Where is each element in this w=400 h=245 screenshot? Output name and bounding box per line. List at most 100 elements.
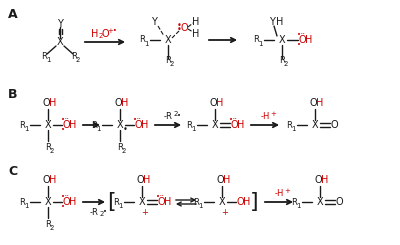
Text: -R: -R (90, 208, 98, 217)
Text: O: O (330, 120, 338, 130)
Text: 2: 2 (99, 33, 103, 39)
Text: X: X (212, 120, 218, 130)
Text: +: + (142, 208, 148, 217)
Text: H: H (141, 120, 149, 130)
Text: 2: 2 (100, 211, 104, 217)
Text: -H: -H (274, 188, 284, 197)
Text: O: O (216, 175, 224, 185)
Text: Ö: Ö (62, 120, 70, 130)
Text: O: O (314, 175, 322, 185)
Text: H: H (143, 175, 151, 185)
Text: Y: Y (57, 19, 63, 29)
Text: R: R (45, 220, 51, 229)
Text: +: + (270, 111, 276, 117)
Text: X: X (279, 35, 285, 45)
Text: H: H (237, 120, 245, 130)
Text: Ö: Ö (134, 120, 142, 130)
Text: •: • (103, 209, 107, 215)
Text: X: X (219, 197, 225, 207)
Text: R: R (165, 56, 171, 64)
Text: R: R (41, 51, 47, 61)
Text: H: H (69, 120, 77, 130)
Text: O: O (236, 197, 244, 207)
Text: +•: +• (107, 28, 117, 34)
Text: O: O (335, 197, 343, 207)
Text: ]: ] (250, 192, 258, 212)
Text: X: X (165, 35, 171, 45)
Text: Y: Y (151, 17, 157, 27)
Text: •: • (176, 22, 182, 30)
Text: H: H (69, 197, 77, 207)
Text: H: H (243, 197, 251, 207)
Text: [: [ (107, 192, 115, 212)
Text: R: R (19, 121, 25, 130)
Text: Y: Y (269, 17, 275, 27)
Text: 1: 1 (258, 41, 262, 47)
Text: H: H (223, 175, 231, 185)
Text: X: X (45, 197, 51, 207)
Text: O: O (101, 29, 109, 39)
Text: O: O (180, 23, 188, 33)
Text: H: H (192, 17, 200, 27)
Text: •: • (61, 117, 65, 123)
Text: X: X (57, 37, 63, 47)
Text: •: • (61, 204, 65, 210)
Text: •: • (177, 113, 181, 119)
Text: B: B (8, 88, 18, 101)
Text: •: • (176, 25, 182, 35)
Text: O: O (309, 98, 317, 108)
Text: R: R (186, 121, 192, 130)
Text: H: H (49, 175, 57, 185)
Text: O: O (136, 175, 144, 185)
Text: •: • (297, 42, 301, 48)
Text: X: X (317, 197, 323, 207)
Text: •: • (156, 194, 160, 200)
Text: R: R (19, 197, 25, 207)
Text: 1: 1 (46, 57, 50, 63)
Text: H: H (192, 29, 200, 39)
Text: R: R (117, 143, 123, 151)
Text: Ö: Ö (157, 197, 165, 207)
Text: 2: 2 (50, 225, 54, 231)
Text: •: • (133, 117, 137, 123)
Text: O: O (209, 98, 217, 108)
Text: X: X (312, 120, 318, 130)
Text: R: R (45, 143, 51, 151)
Text: H: H (321, 175, 329, 185)
Text: +: + (222, 208, 228, 217)
Text: R: R (279, 56, 285, 64)
Text: 1: 1 (96, 126, 100, 132)
Text: X: X (139, 197, 145, 207)
Text: R: R (193, 197, 199, 207)
Text: X: X (117, 120, 123, 130)
Text: O: O (42, 98, 50, 108)
Text: 1: 1 (198, 203, 202, 209)
Text: R: R (286, 121, 292, 130)
Text: 2: 2 (284, 61, 288, 67)
Text: 1: 1 (24, 126, 28, 132)
Text: R: R (71, 51, 77, 61)
Text: H: H (276, 17, 284, 27)
Text: H: H (305, 35, 313, 45)
Text: 2: 2 (174, 111, 178, 117)
Text: H: H (316, 98, 324, 108)
Text: -H: -H (260, 111, 270, 121)
Text: 1: 1 (291, 126, 295, 132)
Text: O: O (114, 98, 122, 108)
Text: R: R (113, 197, 119, 207)
Text: 2: 2 (50, 148, 54, 154)
Text: •: • (297, 32, 301, 38)
Text: R: R (253, 36, 259, 45)
Text: X: X (45, 120, 51, 130)
Text: 1: 1 (24, 203, 28, 209)
Text: 1: 1 (118, 203, 122, 209)
Text: H: H (216, 98, 224, 108)
Text: R: R (139, 36, 145, 45)
Text: R: R (91, 121, 97, 130)
Text: H: H (121, 98, 129, 108)
Text: 2: 2 (122, 148, 126, 154)
Text: H: H (49, 98, 57, 108)
Text: Ö: Ö (62, 197, 70, 207)
Text: A: A (8, 8, 18, 21)
Text: •: • (61, 194, 65, 200)
